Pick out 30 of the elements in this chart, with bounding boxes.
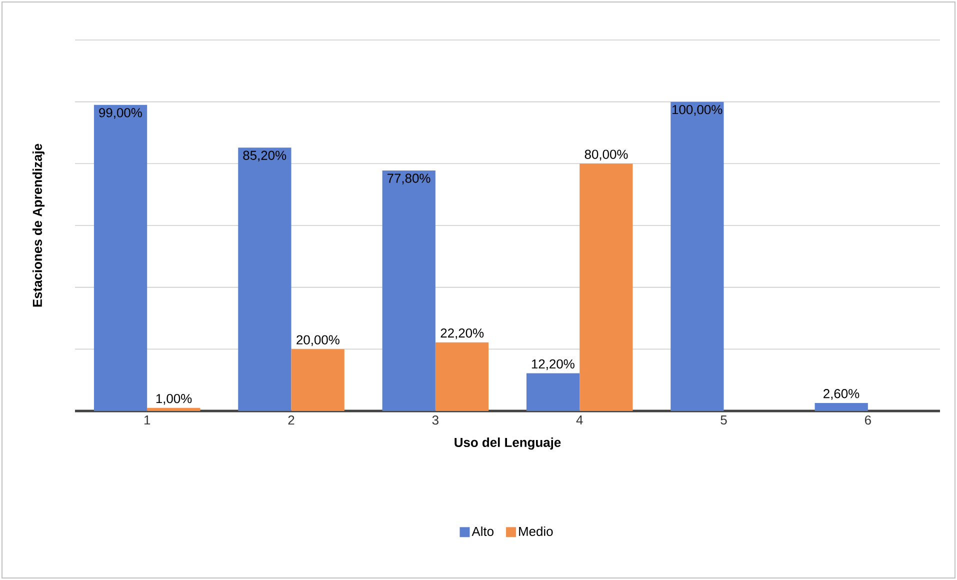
data-label: 100,00% bbox=[672, 105, 722, 116]
x-tick-label: 6 bbox=[864, 416, 871, 425]
data-label: 22,20% bbox=[440, 328, 484, 340]
bar bbox=[435, 342, 489, 411]
legend-label: Medio bbox=[519, 526, 553, 536]
x-tick-label: 4 bbox=[576, 416, 583, 424]
bar bbox=[814, 402, 868, 411]
x-tick-label: 2 bbox=[288, 416, 294, 425]
x-tick-label: 3 bbox=[432, 416, 438, 425]
bar bbox=[382, 170, 436, 411]
bar bbox=[147, 408, 200, 411]
data-label: 12,20% bbox=[532, 359, 574, 370]
data-label: 77,80% bbox=[387, 174, 430, 184]
data-label: 80,00% bbox=[584, 150, 628, 160]
bar bbox=[580, 164, 633, 411]
bar bbox=[94, 104, 148, 411]
x-tick-label: 1 bbox=[144, 416, 150, 424]
data-label: 1,00% bbox=[156, 394, 192, 405]
x-tick-label: 5 bbox=[720, 416, 727, 425]
data-label: 20,00% bbox=[296, 335, 340, 346]
bar bbox=[670, 102, 724, 411]
bar bbox=[526, 373, 580, 411]
legend-label: Alto bbox=[472, 526, 494, 536]
data-label: 2,60% bbox=[824, 389, 860, 400]
bar bbox=[291, 349, 344, 411]
data-label: 99,00% bbox=[99, 108, 142, 119]
data-label: 85,20% bbox=[243, 150, 286, 162]
x-axis-title: Uso del Lenguaje bbox=[454, 438, 561, 450]
bar bbox=[238, 148, 292, 411]
y-axis-title: Estaciones de Aprendizaje bbox=[32, 144, 45, 307]
